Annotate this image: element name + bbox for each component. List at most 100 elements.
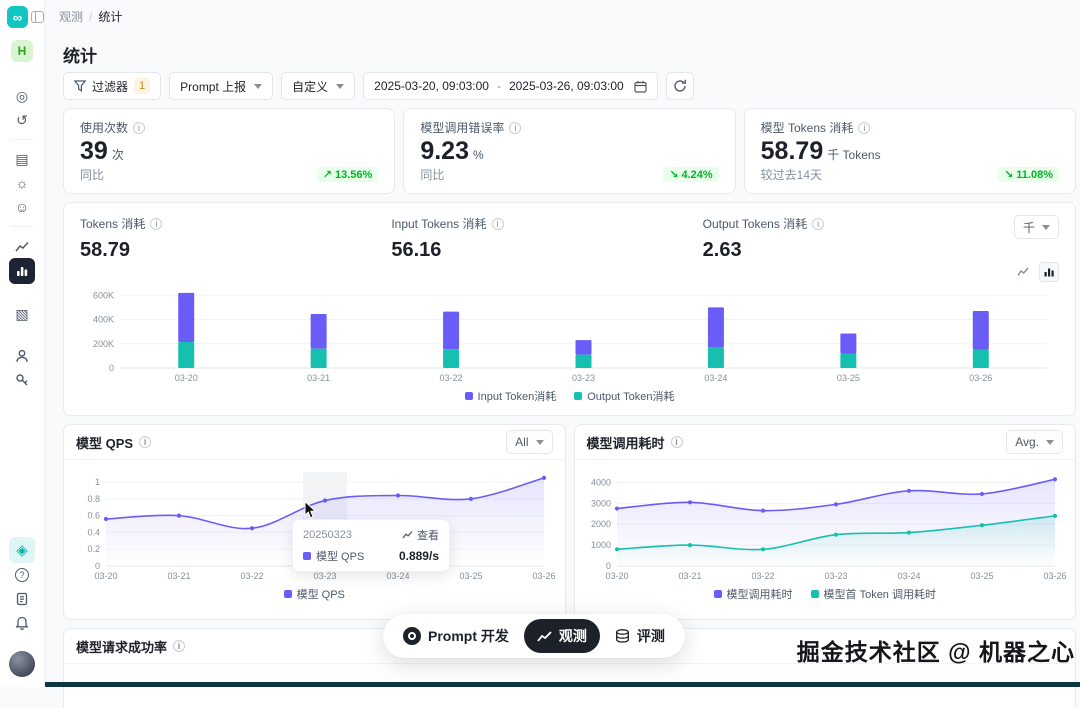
stat-title: 使用次数	[80, 121, 129, 135]
info-icon[interactable]	[491, 217, 504, 230]
trend-icon[interactable]	[9, 234, 35, 258]
trend-badge: ↘ 4.24%	[663, 167, 719, 182]
line-chart-toggle[interactable]	[1013, 262, 1033, 282]
breadcrumb-current: 统计	[98, 10, 123, 24]
bottom-chart-band	[45, 682, 1080, 687]
svg-text:03-20: 03-20	[605, 571, 628, 581]
chevron-down-icon	[1042, 224, 1050, 230]
info-icon[interactable]	[139, 436, 152, 448]
bar-chart-toggle[interactable]	[1039, 262, 1059, 282]
svg-text:03-22: 03-22	[751, 571, 774, 581]
tokens-panel: Tokens 消耗 58.79 Input Tokens 消耗 56.16 Ou…	[63, 202, 1076, 416]
doc-icon[interactable]	[9, 587, 35, 611]
svg-text:4000: 4000	[590, 477, 610, 487]
success-rate-title: 模型请求成功率	[76, 639, 168, 655]
legend-item[interactable]: Input Token消耗	[464, 388, 556, 404]
help-icon[interactable]: ?	[9, 563, 35, 587]
qps-chart-legend: 模型 QPS	[72, 586, 557, 602]
tooltip-view-link[interactable]: 查看	[402, 527, 439, 543]
svg-text:03-23: 03-23	[313, 571, 336, 581]
filter-funnel-icon	[74, 80, 86, 92]
tokens-metric-output: Output Tokens 消耗 2.63	[703, 215, 1014, 262]
nav-observe[interactable]: 观测	[523, 619, 600, 653]
svg-text:0: 0	[605, 561, 610, 571]
qps-filter-select[interactable]: All	[506, 430, 553, 454]
filter-button[interactable]: 过滤器 1	[63, 72, 162, 100]
time-range-select[interactable]: 自定义	[281, 72, 356, 100]
workspace-badge[interactable]: H	[11, 40, 33, 62]
plugin-icon[interactable]: ▧	[15, 305, 29, 322]
svg-text:03-23: 03-23	[824, 571, 847, 581]
user-icon[interactable]	[9, 344, 35, 368]
compass-icon[interactable]: ◎	[15, 87, 29, 104]
refresh-button[interactable]	[665, 72, 694, 100]
info-icon[interactable]	[670, 436, 683, 448]
legend-swatch	[283, 590, 292, 598]
latency-agg-select[interactable]: Avg.	[1006, 430, 1063, 454]
report-type-select[interactable]: Prompt 上报	[169, 72, 274, 100]
qps-panel: 模型 QPS All 0 0.2 0.4 0.6 0.8 1 03-20 03-21 03-22…	[63, 424, 566, 620]
svg-text:03-21: 03-21	[167, 571, 190, 581]
bell-icon[interactable]	[9, 611, 35, 635]
report-type-value: Prompt 上报	[180, 79, 247, 94]
svg-text:200K: 200K	[93, 339, 114, 349]
qps-title: 模型 QPS	[76, 435, 134, 451]
filter-toolbar: 过滤器 1 Prompt 上报 自定义 2025-03-20, 09:03:00…	[63, 72, 694, 100]
product-icon[interactable]: ◈	[9, 537, 35, 563]
svg-text:03-26: 03-26	[969, 373, 992, 383]
stats-icon-active[interactable]	[9, 258, 35, 284]
legend-item[interactable]: Output Token消耗	[574, 388, 674, 404]
chevron-down-icon	[535, 439, 544, 445]
svg-text:03-26: 03-26	[1043, 571, 1066, 581]
legend-item[interactable]: 模型首 Token 调用耗时	[810, 586, 936, 602]
svg-text:03-25: 03-25	[459, 571, 482, 581]
chevron-down-icon	[336, 83, 345, 89]
nav-prompt-dev[interactable]: Prompt 开发	[390, 619, 522, 653]
stat-value: 39 次	[80, 136, 124, 165]
idea-icon[interactable]: ☼	[15, 175, 29, 191]
breadcrumb-parent[interactable]: 观测	[59, 10, 84, 24]
nav-evaluate[interactable]: 评测	[602, 619, 678, 653]
info-icon[interactable]	[858, 121, 871, 134]
logo-row: ∞	[0, 6, 44, 28]
sidebar-collapse-icon[interactable]	[31, 11, 44, 23]
legend-item[interactable]: 模型 QPS	[283, 586, 345, 602]
date-range-input[interactable]: 2025-03-20, 09:03:00 - 2025-03-26, 09:03…	[363, 72, 658, 100]
svg-text:03-22: 03-22	[240, 571, 263, 581]
legend-item[interactable]: 模型调用耗时	[713, 586, 793, 602]
refresh-icon	[674, 79, 686, 92]
svg-text:03-25: 03-25	[837, 373, 860, 383]
svg-text:1000: 1000	[590, 540, 610, 550]
mini-chart-icon	[402, 531, 413, 539]
info-icon[interactable]	[812, 217, 825, 230]
calendar-icon	[634, 80, 647, 93]
legend-swatch	[464, 392, 473, 400]
svg-text:03-21: 03-21	[678, 571, 701, 581]
stat-value: 58.79 千 Tokens	[760, 136, 881, 165]
svg-text:0.4: 0.4	[87, 527, 100, 537]
svg-text:03-26: 03-26	[532, 571, 555, 581]
user-avatar[interactable]	[9, 651, 35, 677]
info-icon[interactable]	[173, 640, 186, 652]
info-icon[interactable]	[150, 217, 163, 230]
svg-text:1: 1	[95, 477, 100, 487]
unit-select[interactable]: 千	[1013, 215, 1059, 239]
stat-card-tokens: 模型 Tokens 消耗 58.79千 Tokens 较过去14天 ↘11.08…	[743, 108, 1076, 194]
info-icon[interactable]	[133, 121, 146, 134]
legend-swatch	[810, 590, 819, 598]
chevron-down-icon	[1046, 439, 1054, 445]
tokens-chart-legend: Input Token消耗 Output Token消耗	[80, 388, 1059, 404]
prompt-dev-icon	[403, 627, 421, 645]
trend-arrow-icon: ↘	[669, 169, 679, 181]
watermark: 掘金技术社区 @ 机器之心	[796, 639, 1075, 665]
key-icon[interactable]	[9, 368, 35, 392]
console-icon[interactable]: ▤	[15, 150, 29, 167]
history-icon[interactable]: ↺	[16, 111, 28, 128]
stat-value: 9.23%	[420, 136, 484, 165]
filter-label: 过滤器	[92, 79, 129, 94]
info-icon[interactable]	[509, 121, 522, 134]
feedback-icon[interactable]: ☺	[14, 199, 30, 215]
app-logo-icon[interactable]: ∞	[7, 6, 28, 28]
svg-text:03-24: 03-24	[897, 571, 920, 581]
latency-title: 模型调用耗时	[586, 435, 665, 451]
